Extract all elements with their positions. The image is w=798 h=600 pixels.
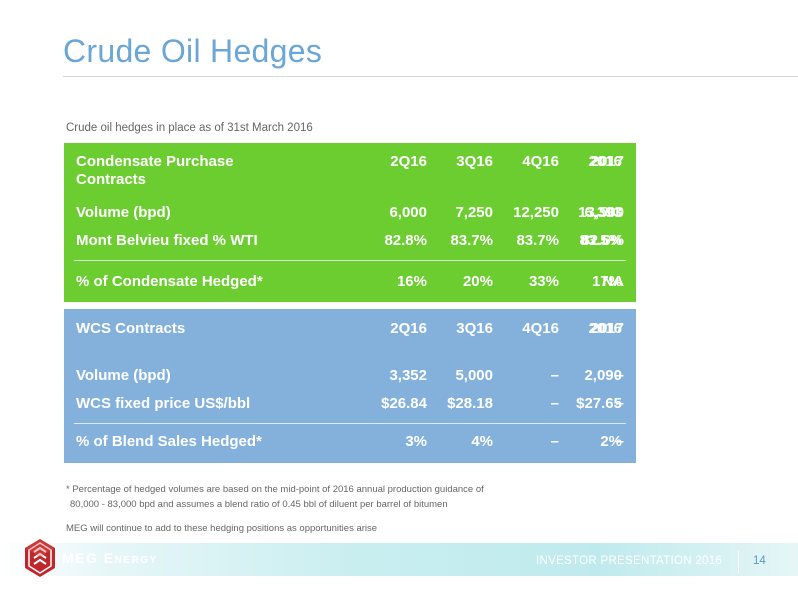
cell: 2% [600,433,622,450]
column-header: 2016 [588,320,622,337]
table-row: Volume (bpd) 6,000 7,250 12,250 6,393 13… [64,204,636,224]
cell: 13,500 [578,204,624,221]
page-title: Crude Oil Hedges [63,33,323,69]
footer-divider [738,551,739,573]
row-divider [74,423,626,424]
cell: 83.7% [516,232,559,249]
hedging-note: MEG will continue to add to these hedgin… [66,523,378,534]
wcs-column-headers: WCS Contracts 2Q16 3Q16 4Q16 2016 2017 [64,320,636,340]
summary-row: % of Condensate Hedged* 16% 20% 33% 17% … [64,273,636,293]
table-row: WCS fixed price US$/bbl $26.84 $28.18 – … [64,395,636,415]
condensate-header-line1: Condensate Purchase [76,153,234,170]
footnote: * Percentage of hedged volumes are based… [66,482,484,512]
table-row: Mont Belvieu fixed % WTI 82.8% 83.7% 83.… [64,232,636,252]
cell: – [615,367,624,384]
cell: 12,250 [513,204,559,221]
meg-logo-icon [25,539,55,577]
cell: 20% [462,273,493,290]
row-label: WCS fixed price US$/bbl [76,395,251,412]
row-label: % of Condensate Hedged* [76,273,263,290]
cell: 6,000 [389,204,427,221]
column-header: 2Q16 [390,153,427,170]
cell: 3% [405,433,427,450]
summary-row: % of Blend Sales Hedged* 3% 4% – 2% – [64,433,636,453]
footnote-line: 80,000 - 83,000 bpd and assumes a blend … [70,499,448,510]
cell: – [615,433,624,450]
column-header: 2Q16 [390,320,427,337]
page-number: 14 [753,555,766,567]
column-header: 4Q16 [522,320,559,337]
cell: – [550,367,559,384]
cell: NA [602,273,624,290]
cell: 4% [471,433,493,450]
table-caption: Crude oil hedges in place as of 31st Mar… [66,122,313,134]
cell: 2,090 [584,367,622,384]
cell: 82.6% [581,232,624,249]
cell: $26.84 [381,395,427,412]
row-divider [74,260,626,261]
cell: 5,000 [455,367,493,384]
cell: 17% [591,273,622,290]
cell: 7,250 [455,204,493,221]
condensate-column-headers: 2Q16 3Q16 4Q16 2016 2017 [64,153,636,173]
cell: $27.65 [576,395,622,412]
footer-band [0,543,798,576]
cell: – [550,433,559,450]
row-label: % of Blend Sales Hedged* [76,433,262,450]
condensate-header-line2: Contracts [76,171,147,188]
wcs-header: WCS Contracts [76,320,186,337]
column-header: 3Q16 [456,153,493,170]
column-header: 2017 [590,153,624,170]
condensate-header: Condensate Purchase Contracts [76,153,286,189]
row-label: Volume (bpd) [76,204,171,221]
cell: 3,352 [389,367,427,384]
cell: 83.7% [450,232,493,249]
cell: 33% [528,273,559,290]
cell: 82.8% [384,232,427,249]
condensate-contracts-panel: Condensate Purchase Contracts 2Q16 3Q16 … [64,143,636,302]
cell: 16% [396,273,427,290]
cell: – [615,395,624,412]
cell: – [550,395,559,412]
wcs-contracts-panel: WCS Contracts 2Q16 3Q16 4Q16 2016 2017 V… [64,309,636,463]
column-header: 2017 [590,320,624,337]
cell: 6,393 [584,204,622,221]
table-row: Volume (bpd) 3,352 5,000 – 2,090 – [64,367,636,387]
presentation-label: INVESTOR PRESENTATION 2016 [536,555,723,567]
cell: $28.18 [447,395,493,412]
column-header: 2016 [588,153,622,170]
brand-name: MEG Energy [62,550,158,566]
title-divider [63,76,798,77]
cell: 83.5% [579,232,622,249]
row-label: Volume (bpd) [76,367,171,384]
footnote-line: * Percentage of hedged volumes are based… [66,484,484,495]
column-header: 4Q16 [522,153,559,170]
row-label: Mont Belvieu fixed % WTI [76,232,258,249]
column-header: 3Q16 [456,320,493,337]
